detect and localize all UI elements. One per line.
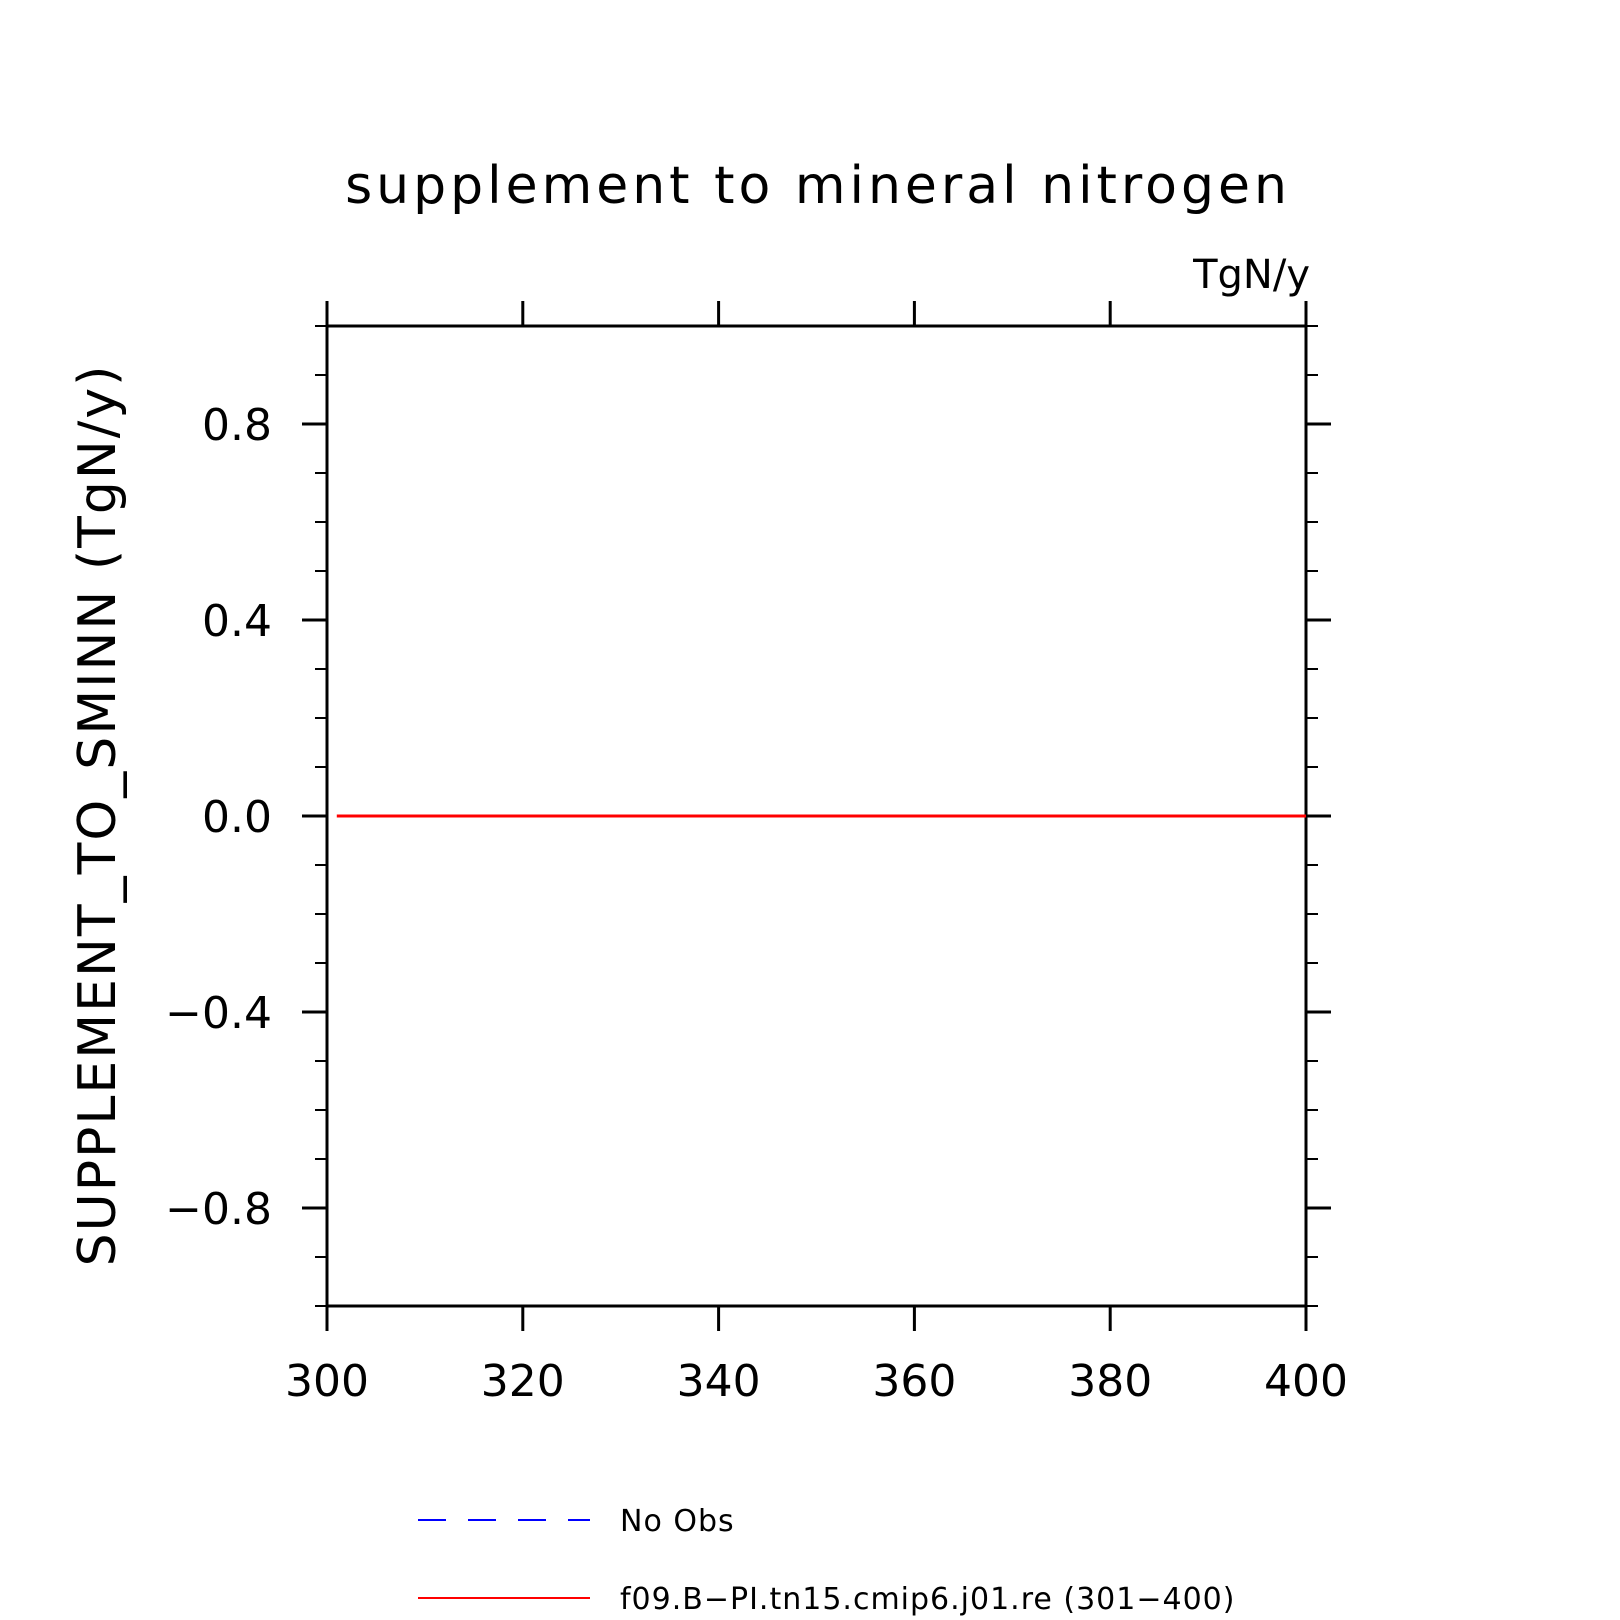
y-tick-label: −0.4 xyxy=(165,988,272,1039)
x-tick-label: 400 xyxy=(1264,1356,1348,1407)
legend-label-0: No Obs xyxy=(620,1504,735,1539)
legend: No Obs f09.B−PI.tn15.cmip6.j01.re (301−40… xyxy=(418,1504,1235,1617)
legend-label-1: f09.B−PI.tn15.cmip6.j01.re (301−400) xyxy=(620,1582,1235,1617)
y-tick-label: −0.8 xyxy=(165,1184,272,1235)
x-tick-label: 340 xyxy=(677,1356,761,1407)
y-axis-label: SUPPLEMENT_TO_SMINN (TgN/y) xyxy=(68,364,128,1267)
x-tick-label: 380 xyxy=(1068,1356,1152,1407)
y-tick-label: 0.8 xyxy=(202,400,272,451)
y-tick-label: 0.0 xyxy=(202,792,272,843)
units-label: TgN/y xyxy=(1192,252,1310,298)
x-tick-label: 300 xyxy=(285,1356,369,1407)
x-tick-label: 320 xyxy=(481,1356,565,1407)
x-tick-label: 360 xyxy=(872,1356,956,1407)
y-tick-label: 0.4 xyxy=(202,596,272,647)
chart-title: supplement to mineral nitrogen xyxy=(345,156,1291,216)
